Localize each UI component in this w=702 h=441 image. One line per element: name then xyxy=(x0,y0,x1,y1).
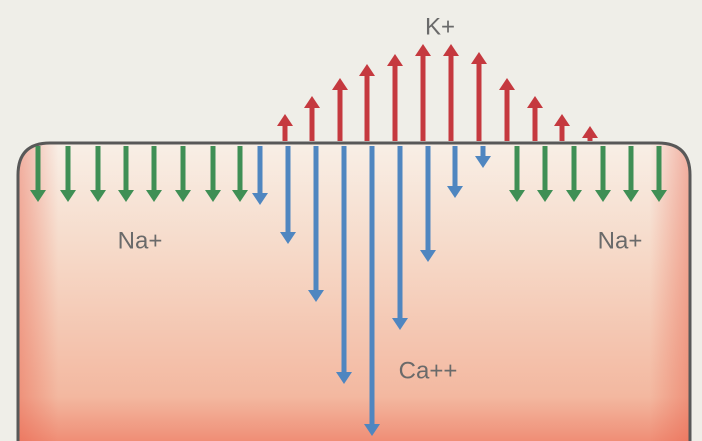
sodium-label: Na+ xyxy=(118,227,163,254)
calcium-label: Ca++ xyxy=(399,357,458,384)
cell-edge-shade xyxy=(18,143,690,441)
ion-flux-diagram: K+ Na+ Na+ Ca++ xyxy=(0,0,702,441)
potassium-label: K+ xyxy=(425,13,455,40)
sodium-label: Na+ xyxy=(598,227,643,254)
page: K+ Na+ Na+ Ca++ (() => { const data = JS… xyxy=(0,0,702,441)
